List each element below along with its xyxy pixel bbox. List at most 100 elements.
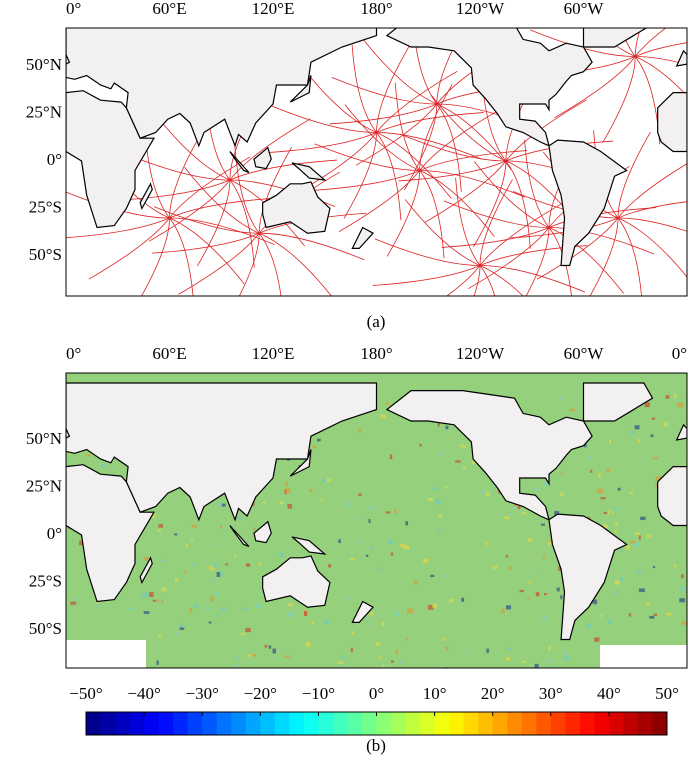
cotidal-line <box>122 179 231 201</box>
y-tick-label: 50°N <box>26 55 62 74</box>
field-speckle <box>556 587 560 592</box>
field-speckle <box>630 430 635 434</box>
cotidal-line <box>376 70 458 133</box>
cotidal-line <box>419 170 445 259</box>
field-speckle <box>685 453 687 457</box>
field-speckle <box>483 470 486 476</box>
field-speckle <box>175 632 179 637</box>
field-speckle <box>304 611 308 617</box>
field-speckle <box>217 501 222 507</box>
field-speckle <box>183 571 187 574</box>
field-speckle <box>369 611 374 616</box>
field-speckle <box>419 443 422 447</box>
field-speckle <box>590 469 593 473</box>
colorbar-swatch <box>245 712 261 735</box>
y-tick-label: 0° <box>47 524 62 543</box>
land <box>262 181 331 234</box>
field-speckle <box>193 604 199 608</box>
colorbar-swatch <box>115 712 131 735</box>
colorbar-swatch <box>608 712 624 735</box>
cotidal-line <box>259 232 332 296</box>
cotidal-line <box>404 199 481 266</box>
cotidal-line <box>269 132 377 153</box>
land <box>657 91 687 153</box>
field-speckle <box>350 647 353 652</box>
x-tick-label: 0° <box>66 344 81 363</box>
colorbar-swatch <box>332 712 348 735</box>
field-speckle <box>438 513 443 518</box>
field-speckle <box>210 543 214 546</box>
field-speckle <box>427 605 434 610</box>
field-speckle <box>251 653 256 657</box>
field-speckle <box>534 663 539 668</box>
field-speckle <box>636 570 643 573</box>
colorbar-tick-label: −50° <box>69 684 102 703</box>
cotidal-line <box>197 179 231 267</box>
cotidal-line <box>548 227 655 255</box>
field-speckle <box>521 512 527 515</box>
field-speckle <box>365 617 369 620</box>
field-speckle <box>234 657 239 660</box>
cotidal-line <box>617 217 642 296</box>
cotidal-line <box>312 170 420 191</box>
cotidal-line <box>169 217 245 285</box>
colorbar-swatch <box>144 712 160 735</box>
colorbar-swatch <box>361 712 377 735</box>
field-speckle <box>389 454 393 460</box>
cotidal-line <box>617 217 687 232</box>
cotidal-line <box>338 170 420 233</box>
land <box>66 54 71 65</box>
field-speckle <box>432 603 437 609</box>
cotidal-line <box>419 108 501 171</box>
field-speckle <box>403 545 410 550</box>
cotidal-line <box>355 103 438 166</box>
field-speckle <box>478 645 481 649</box>
map-area <box>66 373 687 668</box>
field-speckle <box>486 542 489 546</box>
x-tick-label: 180° <box>360 344 392 363</box>
colorbar-swatch <box>86 712 102 735</box>
field-speckle <box>311 621 315 625</box>
cotidal-line <box>271 105 377 133</box>
colorbar-swatch <box>129 712 145 735</box>
field-speckle <box>337 661 344 664</box>
map-panel-b: 0° 60°E 120°E 180° 120°W 60°W 0° 50°N 25°N 0° 25°S… <box>26 344 688 755</box>
field-speckle <box>560 595 563 600</box>
cotidal-line <box>537 217 619 280</box>
field-speckle <box>272 648 277 654</box>
field-speckle <box>606 468 611 472</box>
field-speckle <box>614 579 620 585</box>
field-speckle <box>404 637 408 641</box>
cotidal-line <box>455 177 481 266</box>
cotidal-line <box>153 206 260 234</box>
field-speckle <box>405 521 409 526</box>
field-speckle <box>607 509 610 515</box>
field-speckle <box>70 601 77 605</box>
land <box>66 28 378 148</box>
cotidal-line <box>361 37 438 105</box>
field-speckle <box>161 587 167 592</box>
field-speckle <box>287 504 293 509</box>
field-speckle <box>547 659 552 663</box>
field-speckle <box>540 523 545 526</box>
colorbar-swatch <box>100 712 116 735</box>
map-frame <box>65 372 688 669</box>
field-speckle <box>634 425 640 430</box>
field-speckle <box>158 529 162 532</box>
field-speckle <box>407 608 413 614</box>
field-speckle <box>179 623 183 629</box>
cotidal-line <box>372 265 481 286</box>
colorbar-swatch <box>521 712 537 735</box>
land <box>657 466 687 527</box>
field-speckle <box>156 599 160 602</box>
field-speckle <box>547 541 552 546</box>
field-speckle <box>617 487 621 491</box>
cotidal-line <box>376 132 402 221</box>
field-speckle <box>220 571 224 577</box>
land <box>385 390 593 521</box>
colorbar-tick-label: 0° <box>369 684 384 703</box>
cotidal-line <box>468 227 550 290</box>
field-speckle <box>399 660 402 664</box>
field-speckle <box>649 615 655 619</box>
